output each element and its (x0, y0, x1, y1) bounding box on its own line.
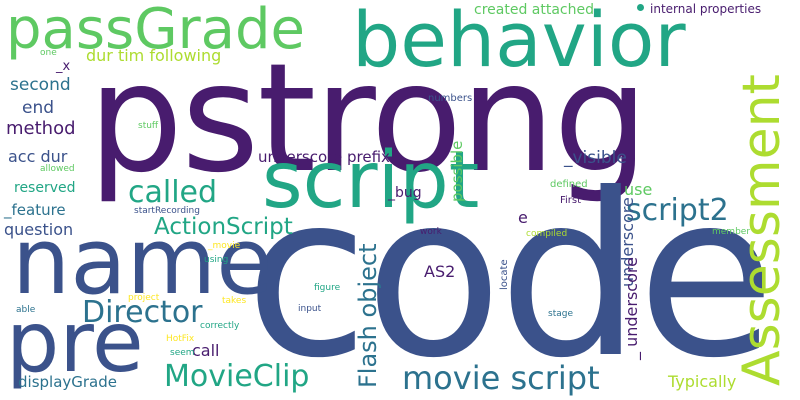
word-end: end (22, 98, 55, 118)
word-displaygrade: displayGrade (18, 373, 117, 391)
word-stage: stage (548, 309, 573, 319)
word-seem: seem (170, 348, 195, 358)
word-allowed: allowed (40, 164, 75, 174)
word-use: use (624, 180, 653, 199)
word-x: _x (56, 59, 71, 74)
word-code: code (245, 146, 776, 400)
word-startrecording: startRecording (134, 206, 200, 216)
word-actionscript: ActionScript (154, 214, 293, 240)
word-flash-object: Flash object (354, 243, 382, 388)
word-name: name (12, 208, 273, 315)
word-member: member (712, 227, 751, 237)
word-movie: _movie (208, 241, 241, 251)
word-project: project (128, 293, 160, 303)
word-acc-dur: acc dur (8, 147, 68, 166)
word-e: e (518, 208, 528, 227)
word-figure: figure (314, 283, 341, 293)
word-correctly: correctly (200, 321, 240, 331)
word-pre: pre (6, 293, 144, 391)
word-using: using (204, 255, 229, 265)
word-takes: takes (222, 296, 247, 306)
word-work: work (420, 227, 442, 237)
word-visible: _visible (564, 148, 627, 168)
decorative-dot (637, 4, 644, 11)
word-script: script (262, 136, 480, 226)
word-script2: script2 (626, 193, 729, 228)
word-locate: locate (499, 259, 510, 290)
word-dur-tim-following: dur tim following (86, 46, 222, 65)
word-one: one (40, 48, 57, 58)
word-typically: Typically (668, 372, 737, 391)
word-movieclip: MovieClip (164, 359, 310, 394)
word-first: First (560, 195, 582, 206)
word-stuff: stuff (138, 121, 159, 131)
word-called: called (128, 175, 218, 210)
word-question: question (4, 220, 74, 239)
word-method: method (6, 118, 76, 139)
word-hotfix: HotFix (166, 334, 195, 344)
word-defined: defined (550, 179, 588, 190)
word-movie-script: movie script (402, 359, 600, 397)
word-passgrade: passGrade (6, 0, 305, 62)
word-feature: _feature (4, 201, 66, 219)
word-call: call (192, 341, 220, 360)
word-input: input (298, 304, 322, 314)
word-compiled: compiled (526, 229, 568, 239)
word-second: second (10, 75, 71, 95)
word-underscore-prefix: underscore prefix (258, 148, 390, 166)
word-behavior: behavior (352, 0, 686, 84)
word-underscore-dash: _ underscore (622, 257, 641, 360)
word-able: able (16, 305, 36, 315)
word-bug: _bug (388, 185, 422, 201)
word-numbers: numbers (428, 93, 473, 104)
word-pstrong: pstrong (88, 32, 649, 206)
word-internal-properties: internal properties (650, 2, 762, 16)
word-reserved: reserved (14, 180, 76, 196)
word-director: Director (82, 295, 203, 330)
word-created-attached: created attached (474, 2, 594, 18)
word-possible: possible (448, 140, 466, 202)
word-as2: AS2 (424, 262, 456, 281)
